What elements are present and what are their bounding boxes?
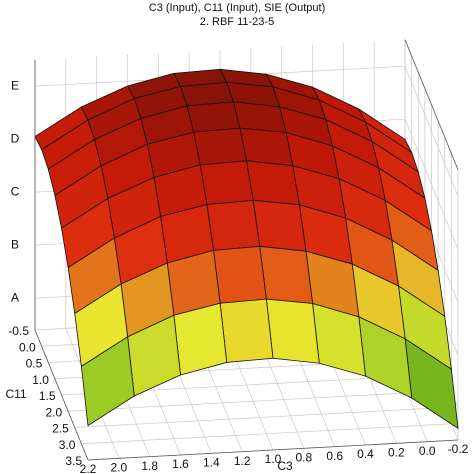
surface-cell — [259, 245, 314, 304]
z-tick-label: C — [11, 184, 20, 198]
x-tick-label: 1.8 — [141, 459, 158, 473]
x-tick-label: 1.4 — [203, 456, 220, 470]
axis-line — [34, 329, 89, 461]
grid-line — [81, 423, 452, 445]
x-tick-label: 0.2 — [388, 446, 405, 460]
y-tick-label: 3.0 — [59, 438, 76, 452]
x-tick-label: -0.2 — [448, 442, 469, 456]
z-tick-label: E — [11, 78, 19, 92]
grid-line — [74, 407, 445, 428]
y-tick-label: 0.0 — [19, 340, 36, 354]
surface-cell — [239, 127, 294, 167]
x-tick-label: 2.0 — [110, 461, 127, 474]
surface-cell — [206, 199, 261, 251]
grid-line — [404, 119, 459, 250]
z-tick-label: D — [11, 131, 20, 145]
surface-cell — [246, 160, 300, 206]
x-tick-label: 0.4 — [357, 447, 374, 461]
x-tick-label: 2.2 — [80, 462, 97, 474]
surface-cell — [213, 245, 267, 304]
x-tick-label: 0.8 — [295, 451, 312, 465]
surface-cell — [193, 127, 247, 166]
y-tick-label: 2.0 — [45, 405, 62, 419]
grid-line — [404, 66, 459, 197]
chart-subtitle: 2. RBF 11-23-5 — [200, 16, 274, 28]
grid-line — [68, 390, 439, 412]
x-tick-label: 0.6 — [326, 449, 343, 463]
x-tick-label: 1.0 — [265, 452, 282, 466]
axis-line — [87, 439, 459, 461]
z-tick-label: B — [11, 237, 19, 251]
z-tick-label: A — [11, 290, 19, 304]
x-axis-label: C3 — [277, 459, 293, 473]
x-tick-label: 0.0 — [419, 444, 436, 458]
surface-cell — [219, 298, 274, 363]
x-tick-label: 1.2 — [234, 454, 251, 468]
surface-cell — [173, 302, 228, 376]
y-tick-label: 1.0 — [32, 373, 49, 387]
surface-cell — [252, 199, 307, 252]
surface-cell — [80, 336, 135, 427]
surface-cell — [265, 298, 320, 364]
y-tick-label: 1.5 — [39, 389, 56, 403]
y-tick-label: -0.5 — [8, 324, 29, 338]
surface-cell — [186, 101, 241, 133]
axis-line — [404, 39, 459, 170]
y-tick-label: 0.5 — [26, 357, 43, 371]
y-tick-label: 2.5 — [52, 422, 69, 436]
chart-title: C3 (Input), C11 (Input), SIE (Output) — [149, 2, 325, 14]
x-tick-label: 1.6 — [172, 457, 189, 471]
y-tick-label: 3.5 — [65, 454, 82, 468]
y-axis-label: C11 — [5, 387, 26, 401]
surface-cell — [199, 160, 254, 205]
